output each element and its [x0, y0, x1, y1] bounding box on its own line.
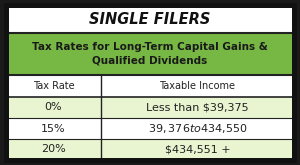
Bar [6, 97, 294, 118]
Bar [6, 139, 294, 160]
Bar [6, 75, 294, 97]
Text: 0%: 0% [45, 102, 62, 113]
Bar [6, 5, 294, 33]
Text: 15%: 15% [41, 123, 66, 133]
Text: Taxable Income: Taxable Income [160, 81, 236, 91]
Text: 20%: 20% [41, 145, 66, 154]
Text: Less than $39,375: Less than $39,375 [146, 102, 249, 113]
Text: $434,551 +: $434,551 + [165, 145, 230, 154]
Text: SINGLE FILERS: SINGLE FILERS [89, 12, 211, 27]
Bar [6, 118, 294, 139]
Text: Tax Rates for Long-Term Capital Gains &
Qualified Dividends: Tax Rates for Long-Term Capital Gains & … [32, 42, 268, 66]
Text: $39,376 to $434,550: $39,376 to $434,550 [148, 122, 247, 135]
Text: Tax Rate: Tax Rate [33, 81, 74, 91]
Bar [6, 33, 294, 75]
